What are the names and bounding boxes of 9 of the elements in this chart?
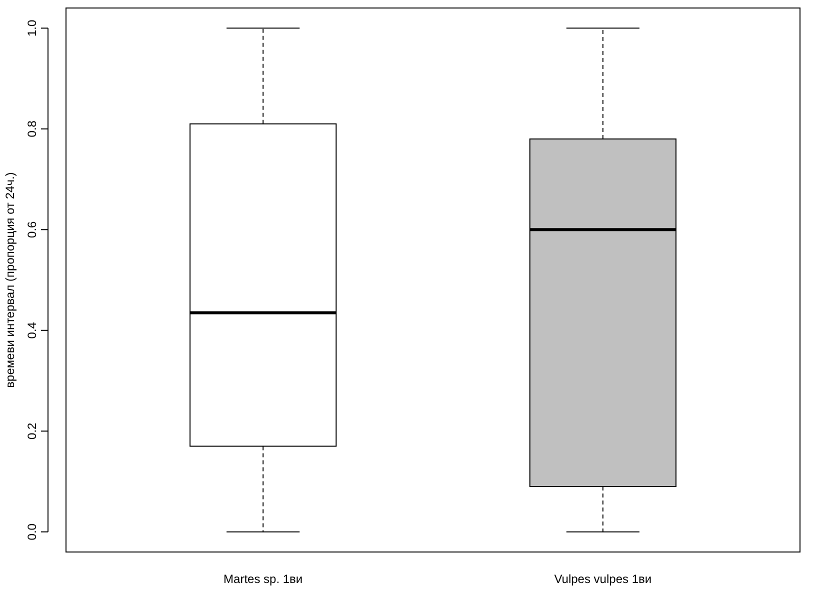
y-tick-label: 0.4: [25, 322, 39, 339]
y-tick-label: 0.0: [25, 523, 39, 540]
x-tick-label: Vulpes vulpes 1ви: [554, 572, 652, 586]
x-tick-label: Martes sp. 1ви: [224, 572, 303, 586]
y-tick-label: 1.0: [25, 19, 39, 36]
y-tick-label: 0.2: [25, 422, 39, 440]
y-axis-title: времеви интервал (пропорция от 24ч.): [3, 172, 17, 388]
y-tick-label: 0.8: [25, 120, 39, 138]
y-tick-label: 0.6: [25, 220, 39, 238]
